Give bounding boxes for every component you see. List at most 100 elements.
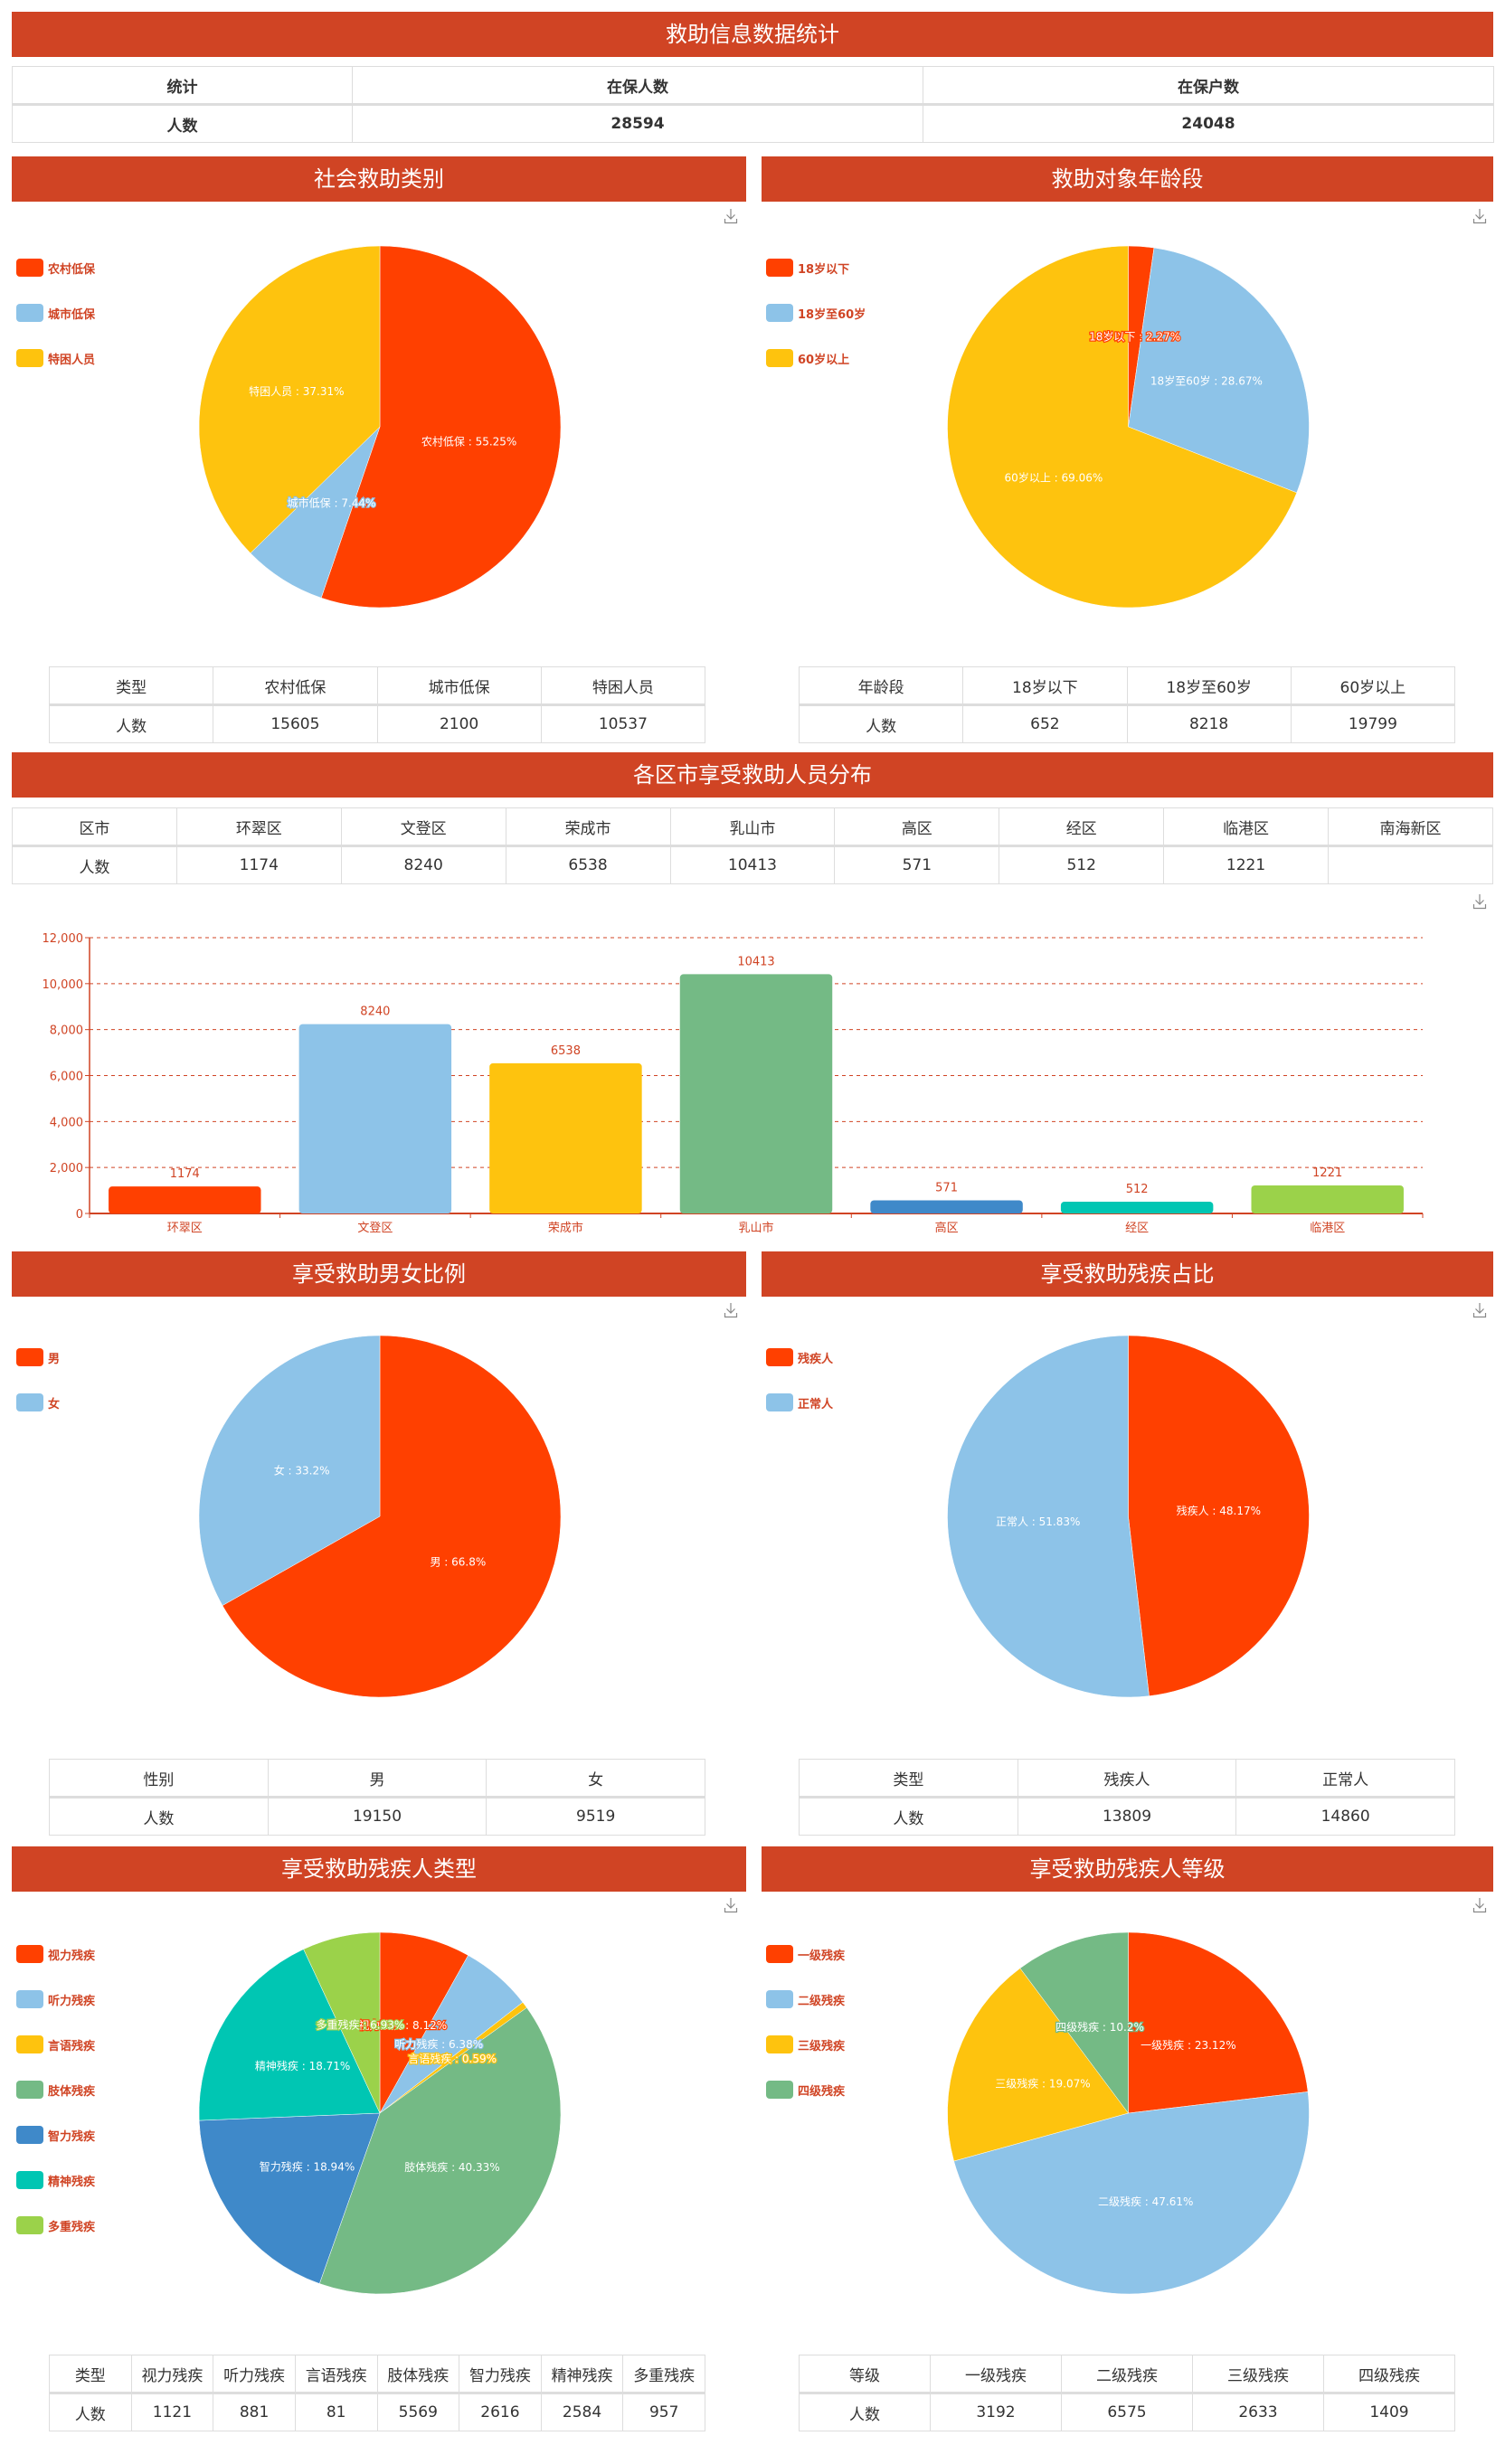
table-header-cell: 文登区 xyxy=(340,807,506,847)
legend-item[interactable]: 听力残疾 xyxy=(16,1988,95,2010)
download-icon[interactable] xyxy=(724,208,738,224)
download-icon[interactable] xyxy=(724,1897,738,1913)
pie-slice[interactable] xyxy=(1128,1335,1310,1696)
legend-item[interactable]: 言语残疾 xyxy=(16,2034,95,2055)
legend-item[interactable]: 特困人员 xyxy=(16,347,95,369)
bar[interactable] xyxy=(109,1186,261,1213)
legend-item[interactable]: 城市低保 xyxy=(16,302,95,324)
pie-slice[interactable] xyxy=(222,1335,562,1698)
pie-slice[interactable] xyxy=(947,245,1298,609)
legend-swatch xyxy=(766,1990,793,2008)
pie-slice[interactable] xyxy=(1128,1931,1309,2114)
slice-label: 农村低保 : 55.25% xyxy=(421,435,516,448)
pie-slice[interactable] xyxy=(198,1949,381,2121)
table-cell: 10413 xyxy=(669,845,836,884)
table-cell xyxy=(1328,845,1493,884)
legend-swatch xyxy=(766,1945,793,1963)
legend-item[interactable]: 正常人 xyxy=(766,1392,833,1413)
y-tick-label: 10,000 xyxy=(43,978,84,992)
bar[interactable] xyxy=(1251,1185,1404,1213)
download-icon[interactable] xyxy=(1472,1897,1487,1913)
pie-slice[interactable] xyxy=(198,2112,381,2284)
bar[interactable] xyxy=(1060,1201,1214,1213)
pie-slice[interactable] xyxy=(953,2091,1310,2295)
table-header-cell: 听力残疾 xyxy=(213,2355,296,2394)
pie-slice[interactable] xyxy=(379,1931,469,2114)
legend-label: 听力残疾 xyxy=(48,1994,96,2008)
gender-table: 性别男女人数 19150 9519 xyxy=(49,1759,705,1836)
table-row: 人数 19150 9519 xyxy=(49,1797,705,1836)
bar[interactable] xyxy=(870,1200,1023,1213)
legend-item[interactable]: 二级残疾 xyxy=(766,1988,845,2010)
table-cell: 人数 xyxy=(48,704,214,743)
bar[interactable] xyxy=(679,974,833,1213)
legend-item[interactable]: 女 xyxy=(16,1392,60,1413)
legend-item[interactable]: 三级残疾 xyxy=(766,2034,845,2055)
legend-item[interactable]: 多重残疾 xyxy=(16,2214,95,2236)
legend-swatch xyxy=(16,304,43,322)
legend-item[interactable]: 男 xyxy=(16,1346,60,1368)
pie-slice[interactable] xyxy=(198,245,381,554)
legend-item[interactable]: 视力残疾 xyxy=(16,1943,95,1965)
table-header-cell: 女 xyxy=(486,1759,705,1798)
x-tick-label: 经区 xyxy=(1125,1222,1149,1235)
legend-label: 肢体残疾 xyxy=(48,2084,96,2099)
legend-swatch xyxy=(766,2035,793,2053)
legend-label: 18岁至60岁 xyxy=(798,307,866,322)
pie-slice[interactable] xyxy=(947,1335,1150,1698)
legend-swatch xyxy=(16,1393,43,1411)
legend-item[interactable]: 智力残疾 xyxy=(16,2124,95,2146)
legend-item[interactable]: 四级残疾 xyxy=(766,2079,845,2101)
legend-item[interactable]: 农村低保 xyxy=(16,257,95,278)
pie-chart-aid-category: 农村低保 城市低保 特困人员 农村低保 : 55.25% 城市低保 : 7.44% 特困人… xyxy=(12,226,746,642)
legend-item[interactable]: 精神残疾 xyxy=(16,2169,95,2191)
legend-item[interactable]: 一级残疾 xyxy=(766,1943,845,1965)
legend-item[interactable]: 肢体残疾 xyxy=(16,2079,95,2101)
legend-item[interactable]: 60岁以上 xyxy=(766,347,866,369)
table-header-cell: 类型 xyxy=(48,666,214,706)
pie-slice[interactable] xyxy=(303,1931,381,2114)
table-cell: 1221 xyxy=(1163,845,1329,884)
legend-swatch xyxy=(766,349,793,367)
table-row: 人数 3192 6575 2633 1409 xyxy=(799,2393,1455,2431)
bar[interactable] xyxy=(489,1062,642,1213)
pie-svg: 18岁以下 : 2.27% 18岁至60岁 : 28.67% 60岁以上 : 69.… xyxy=(947,245,1310,609)
table-header-cell: 18岁以下 xyxy=(962,666,1128,706)
table-cell: 2616 xyxy=(459,2393,542,2431)
table-cell: 2584 xyxy=(540,2393,624,2431)
table-cell: 3192 xyxy=(930,2393,1062,2431)
table-row: 人数 15605 2100 10537 xyxy=(48,704,706,743)
y-tick-label: 0 xyxy=(76,1208,83,1222)
legend-label: 一级残疾 xyxy=(798,1949,846,1963)
download-icon[interactable] xyxy=(1472,893,1487,910)
download-icon[interactable] xyxy=(724,1302,738,1318)
legend-item[interactable]: 残疾人 xyxy=(766,1346,833,1368)
download-icon[interactable] xyxy=(1472,208,1487,224)
table-header-cell: 年龄段 xyxy=(798,666,964,706)
bar-value-label: 1221 xyxy=(1312,1166,1342,1180)
pie-slice[interactable] xyxy=(318,2006,562,2295)
pie-slice[interactable] xyxy=(198,1335,381,1606)
table-header-cell: 临港区 xyxy=(1163,807,1329,847)
download-icon[interactable] xyxy=(1472,1302,1487,1318)
legend-swatch xyxy=(16,2035,43,2053)
table-header-cell: 多重残疾 xyxy=(622,2355,705,2394)
table-header-cell: 特困人员 xyxy=(540,666,706,706)
table-header-cell: 肢体残疾 xyxy=(376,2355,460,2394)
table-cell: 人数 xyxy=(49,1797,269,1836)
legend-item[interactable]: 18岁以下 xyxy=(766,257,866,278)
pie-slice[interactable] xyxy=(320,245,562,609)
table-cell: 652 xyxy=(962,704,1128,743)
pie-slice[interactable] xyxy=(947,1968,1129,2162)
slice-label: 二级残疾 : 47.61% xyxy=(1098,2195,1193,2208)
pie-slice[interactable] xyxy=(1128,247,1310,494)
table-header-cell: 二级残疾 xyxy=(1061,2355,1193,2394)
legend-swatch xyxy=(766,2081,793,2099)
legend-item[interactable]: 18岁至60岁 xyxy=(766,302,866,324)
legend-swatch xyxy=(766,1348,793,1366)
bar[interactable] xyxy=(298,1024,452,1213)
table-header-cell: 智力残疾 xyxy=(459,2355,542,2394)
pie-slice[interactable] xyxy=(1019,1931,1129,2114)
table-cell: 81 xyxy=(294,2393,378,2431)
legend-label: 男 xyxy=(48,1352,61,1366)
